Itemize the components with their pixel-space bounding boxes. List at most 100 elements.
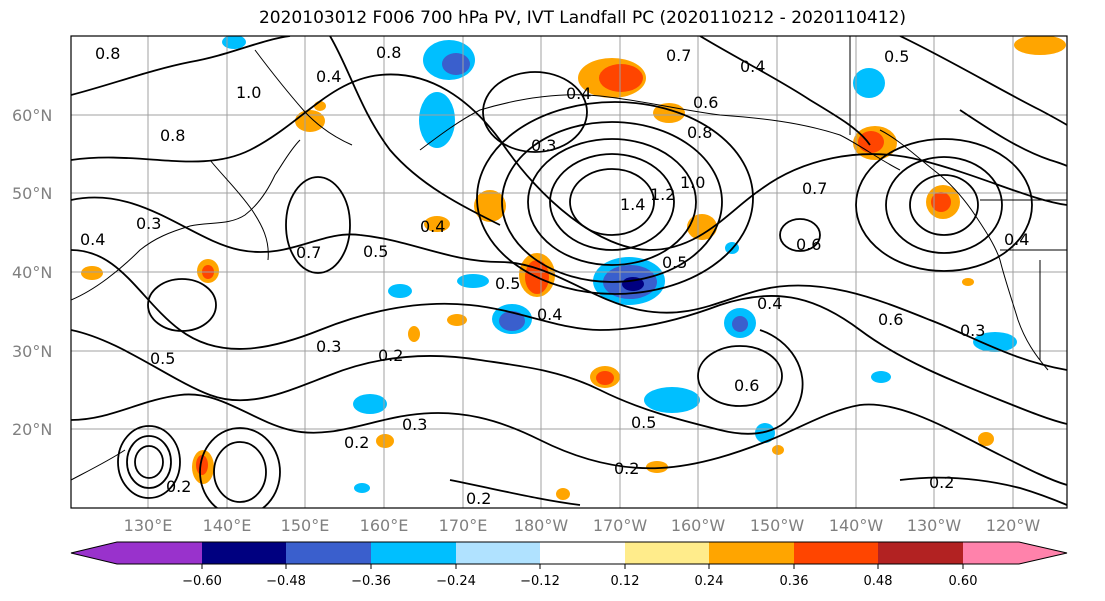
contour-label: 0.3 (136, 214, 161, 233)
map-panel: 0.8 0.8 0.4 0.7 0.5 0.7 0.4 0.6 0.8 0.3 … (71, 36, 1067, 508)
latitude-labels: 60°N 50°N 40°N 30°N 20°N (12, 106, 52, 439)
negative-shade (973, 332, 1017, 352)
positive-shade (376, 434, 394, 448)
colorbar-bin (202, 542, 286, 564)
colorbar-tick-label: 0.48 (864, 574, 893, 589)
contour-label: 0.4 (420, 217, 445, 236)
negative-shade (457, 274, 489, 288)
negative-shade (871, 371, 891, 383)
contour-label: 0.4 (1004, 230, 1029, 249)
colorbar-extend-low (71, 542, 117, 564)
lon-label: 130°W (907, 516, 962, 535)
negative-shade (755, 423, 775, 443)
colorbar-ticks (201, 564, 964, 569)
lon-label: 180°W (514, 516, 569, 535)
negative-shade (419, 92, 455, 148)
positive-shade (599, 64, 643, 92)
lon-label: 140°E (203, 516, 252, 535)
contour-label: 0.2 (614, 459, 639, 478)
lon-label: 150°E (281, 516, 330, 535)
lon-label: 170°W (593, 516, 648, 535)
positive-shade (772, 445, 784, 455)
positive-shade (474, 190, 506, 222)
pv-contours (71, 36, 1067, 508)
contour-label: 0.4 (80, 230, 105, 249)
colorbar-tick-label: 0.36 (780, 574, 809, 589)
positive-shade (295, 110, 325, 132)
positive-shade (978, 432, 994, 446)
negative-shade (732, 316, 748, 332)
negative-shade (353, 394, 387, 414)
graticule (71, 36, 1067, 508)
lat-label: 60°N (12, 106, 52, 125)
colorbar-tick-label: 0.24 (695, 574, 724, 589)
positive-shade (931, 192, 951, 212)
positive-shade (646, 461, 668, 473)
contour-label: 1.2 (650, 185, 675, 204)
colorbar-tick-label: −0.12 (520, 574, 560, 589)
positive-shade (962, 278, 974, 286)
colorbar-outline (70, 541, 1068, 565)
contour-label: 0.2 (166, 477, 191, 496)
negative-shade (222, 36, 246, 49)
lon-label: 150°W (750, 516, 805, 535)
colorbar-tick-label: −0.24 (436, 574, 476, 589)
contour-label: 0.6 (878, 310, 903, 329)
lat-label: 40°N (12, 263, 52, 282)
colorbar-bin (709, 542, 794, 564)
contour-label: 0.2 (466, 489, 491, 508)
colorbar-bin (540, 542, 625, 564)
aleutian-alaska-coast (419, 94, 901, 171)
positive-shade (447, 314, 467, 326)
lon-label: 160°W (671, 516, 726, 535)
contour-label: 0.3 (960, 321, 985, 340)
contour-label: 0.6 (693, 93, 718, 112)
negative-shade (499, 311, 525, 331)
us-state-lines (980, 199, 1067, 360)
lon-label: 140°W (829, 516, 884, 535)
contour-label: 0.4 (757, 294, 782, 313)
contour-label: 0.2 (378, 346, 403, 365)
contour-label: 0.4 (740, 57, 765, 76)
pv-shading (81, 36, 1066, 500)
contour-label: 0.5 (662, 253, 687, 272)
contour-labels: 0.8 0.8 0.4 0.7 0.5 0.7 0.4 0.6 0.8 0.3 … (80, 43, 1029, 508)
positive-shade (556, 488, 570, 500)
contour-label: 0.7 (666, 46, 691, 65)
positive-shade (408, 326, 420, 342)
colorbar: −0.60 −0.48 −0.36 −0.24 −0.12 0.12 0.24 … (70, 541, 1068, 589)
colorbar-bin (625, 542, 709, 564)
contour-label: 0.5 (150, 349, 175, 368)
contour-label: 1.0 (236, 83, 261, 102)
negative-shade (644, 387, 700, 413)
contour-label: 0.3 (316, 337, 341, 356)
colorbar-tick-label: 0.12 (611, 574, 640, 589)
contour-label: 0.4 (537, 305, 562, 324)
lat-label: 50°N (12, 184, 52, 203)
contour-label: 1.4 (620, 195, 645, 214)
contour-label: 0.6 (734, 376, 759, 395)
contour-label: 0.4 (316, 67, 341, 86)
contour-label: 0.3 (402, 415, 427, 434)
positive-shade (424, 216, 450, 232)
map-frame (70, 35, 1068, 509)
colorbar-extend-high (1019, 542, 1067, 564)
contour-label: 1.0 (680, 173, 705, 192)
contour-label: 0.8 (376, 43, 401, 62)
lon-label: 170°E (439, 516, 488, 535)
negative-shade (853, 68, 885, 98)
colorbar-bin (456, 542, 540, 564)
contour-label: 0.5 (631, 413, 656, 432)
contour-label: 0.4 (566, 84, 591, 103)
lat-label: 30°N (12, 342, 52, 361)
asia-coast (71, 139, 301, 301)
contour-label: 0.7 (802, 179, 827, 198)
colorbar-tick-label: −0.36 (351, 574, 391, 589)
colorbar-bin (794, 542, 878, 564)
contour-label: 0.5 (363, 242, 388, 261)
positive-shade (596, 371, 614, 385)
colorbar-bin (117, 542, 202, 564)
negative-shade (442, 53, 470, 75)
contour-label: 0.5 (495, 274, 520, 293)
